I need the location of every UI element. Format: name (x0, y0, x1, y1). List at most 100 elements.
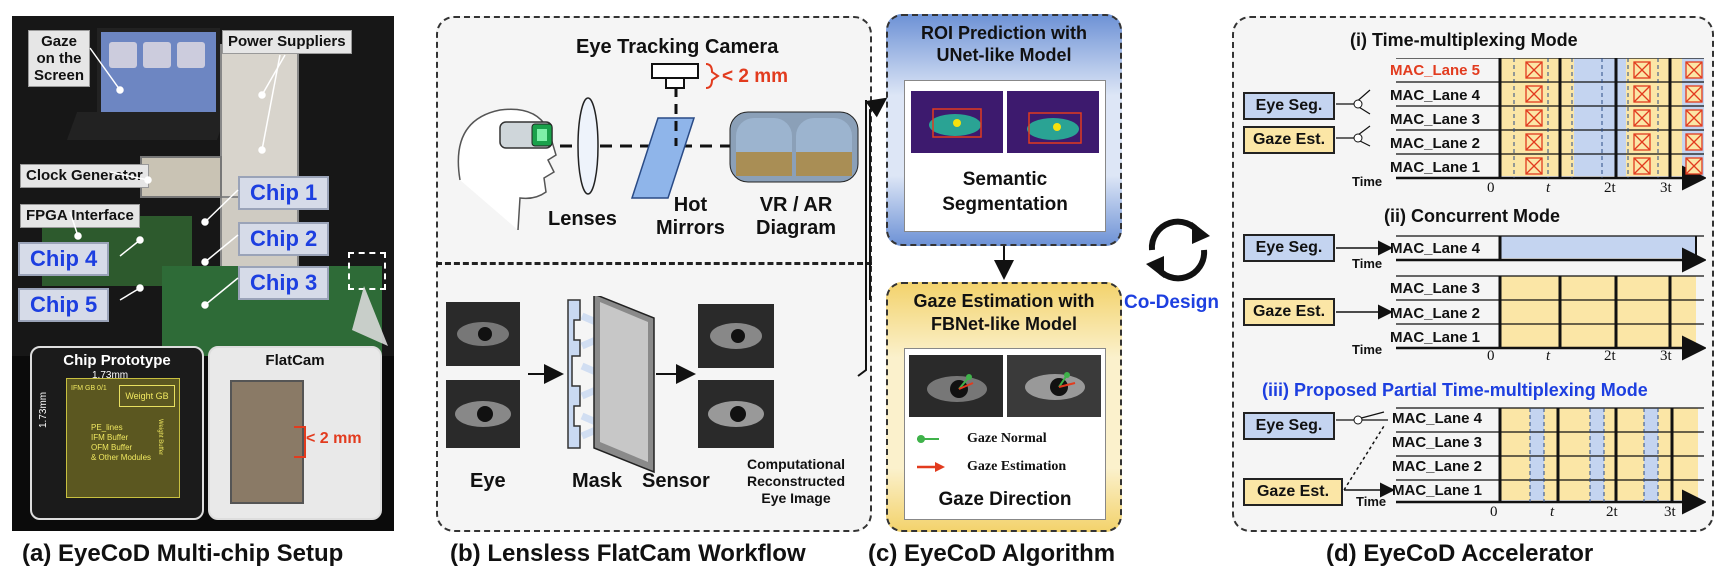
flatcam-size-bracket (294, 426, 306, 458)
chip-prototype-title: Chip Prototype (63, 352, 171, 369)
weight-gb-block: Weight GB (119, 385, 175, 407)
label-gaze-on-screen: Gaze on the Screen (28, 30, 91, 87)
mode1-tick-3: 3t (1660, 180, 1672, 196)
mode2-lane-2: MAC_Lane 2 (1390, 305, 1481, 322)
flatcam-device (230, 380, 304, 504)
lenses-label: Lenses (548, 208, 617, 230)
mode2-tick-1: t (1546, 348, 1551, 364)
mode2-lane-4: MAC_Lane 4 (1390, 240, 1481, 257)
monitor-screen (97, 28, 220, 116)
mode3-gaze-est: Gaze Est. (1243, 478, 1343, 506)
mode3-tick-1: t (1550, 504, 1555, 520)
mode1-tick-0: 0 (1487, 180, 1495, 196)
codesign-label: Co-Design (1124, 292, 1219, 313)
codesign-cycle-icon (1146, 218, 1210, 282)
algo-arrows (865, 97, 1014, 300)
chip-1-label: Chip 1 (238, 176, 330, 210)
mode3-time: Time (1356, 494, 1387, 509)
setup-leader-lines (69, 47, 388, 346)
flatcam-to-algo-line (857, 100, 867, 377)
mask-label: Mask (572, 470, 623, 492)
vrar-diagram-label: VR / AR Diagram (756, 194, 837, 239)
mode1-lane-4: MAC_Lane 4 (1390, 87, 1481, 104)
eye-label: Eye (470, 470, 506, 492)
mode1-tick-1: t (1546, 180, 1551, 196)
mode1-lane-1: MAC_Lane 1 (1390, 159, 1481, 176)
chip-4-label: Chip 4 (18, 242, 110, 276)
caption-d: (d) EyeCoD Accelerator (1326, 540, 1594, 567)
camera-size-label: < 2 mm (722, 66, 789, 87)
mode2-time-1: Time (1352, 256, 1383, 271)
label-power-suppliers: Power Suppliers (222, 30, 352, 54)
flatcam-title: FlatCam (265, 352, 325, 369)
chip-2-label: Chip 2 (238, 222, 330, 256)
camera-title: Eye Tracking Camera (576, 36, 779, 58)
segmentation-card: Semantic Segmentation (904, 80, 1106, 232)
mode1-lane-2: MAC_Lane 2 (1390, 135, 1481, 152)
gaze-card: Gaze Normal Gaze Estimation Gaze Directi… (904, 348, 1106, 520)
segmentation-maps (911, 91, 1099, 153)
gaze-direction-label: Gaze Direction (938, 489, 1072, 510)
mode1-title: (i) Time-multiplexing Mode (1350, 30, 1578, 50)
mode3-eye-seg: Eye Seg. (1243, 412, 1335, 440)
workflow-divider (436, 262, 872, 265)
recon-label: Computational Reconstructed Eye Image (746, 456, 846, 506)
chip-5-label: Chip 5 (18, 288, 110, 322)
multichip-setup-photo: Gaze on the Screen Power Suppliers Clock… (12, 16, 394, 531)
mode2-gaze-est: Gaze Est. (1243, 298, 1335, 326)
sensor-label: Sensor (642, 470, 710, 492)
roi-title: ROI Prediction with UNet-like Model (920, 23, 1087, 65)
mode2-tick-3: 3t (1660, 348, 1672, 364)
mode3-timeline (1336, 407, 1706, 515)
vr-optics-diagram (457, 63, 859, 231)
mode2-timeline (1336, 235, 1706, 361)
legend-gaze-estimation: Gaze Estimation (967, 459, 1067, 474)
mode3-lane-3: MAC_Lane 3 (1392, 434, 1483, 451)
mode1-timeline (1336, 58, 1706, 191)
flatcam-inset: FlatCam < 2 mm (208, 346, 382, 520)
mode3-lane-1: MAC_Lane 1 (1392, 482, 1483, 499)
mode2-lane-1: MAC_Lane 1 (1390, 329, 1481, 346)
weight-buffer-block: Weight Buffer (157, 419, 163, 456)
gaze-images (909, 355, 1101, 417)
gaze-estimation-box: Gaze Estimation with FBNet-like Model Ga… (886, 282, 1122, 532)
mode3-tick-0: 0 (1490, 504, 1498, 520)
gaze-title: Gaze Estimation with FBNet-like Model (913, 291, 1095, 334)
chip-dim-horizontal: 1.73mm (92, 370, 129, 381)
caption-b: (b) Lensless FlatCam Workflow (450, 540, 806, 567)
chip-3-label: Chip 3 (238, 266, 330, 300)
label-fpga-interface: FPGA Interface (20, 204, 140, 228)
caption-a: (a) EyeCoD Multi-chip Setup (22, 540, 344, 567)
roi-prediction-box: ROI Prediction with UNet-like Model Sema… (886, 14, 1122, 246)
mode3-tick-2: 2t (1606, 504, 1618, 520)
mode1-lane-3: MAC_Lane 3 (1390, 111, 1481, 128)
mode1-gaze-est: Gaze Est. (1243, 126, 1335, 154)
caption-c: (c) EyeCoD Algorithm (868, 540, 1116, 567)
gaze-legend-markers (917, 435, 945, 472)
mode1-time: Time (1352, 174, 1383, 189)
mode2-tick-2: 2t (1604, 348, 1616, 364)
mode2-title: (ii) Concurrent Mode (1384, 206, 1560, 226)
mode3-lane-2: MAC_Lane 2 (1392, 458, 1483, 475)
mode3-tick-3: 3t (1664, 504, 1676, 520)
mode2-tick-0: 0 (1487, 348, 1495, 364)
ifm-gb-block: IFM GB 0/1 (71, 385, 107, 392)
flatcam-size-label: < 2 mm (306, 430, 362, 447)
mode1-tick-2: 2t (1604, 180, 1616, 196)
hot-mirrors-label: Hot Mirrors (656, 194, 725, 239)
mode1-lane-5: MAC_Lane 5 (1390, 62, 1481, 79)
legend-gaze-normal: Gaze Normal (967, 431, 1047, 446)
mode2-eye-seg: Eye Seg. (1243, 234, 1335, 262)
mode1-eye-seg: Eye Seg. (1243, 92, 1335, 120)
chip-prototype-inset: Chip Prototype Weight GB IFM GB 0/1 PE_l… (30, 346, 204, 520)
segmentation-label: Semantic Segmentation (942, 169, 1068, 215)
flatcam-highlight (348, 252, 386, 290)
flatcam-pipeline-diagram (446, 296, 774, 474)
chip-die: Weight GB IFM GB 0/1 PE_lines IFM Buffer… (66, 378, 180, 498)
mode3-lane-4: MAC_Lane 4 (1392, 410, 1483, 427)
chip-block-list: PE_lines IFM Buffer OFM Buffer & Other M… (91, 423, 152, 462)
mode2-lane-3: MAC_Lane 3 (1390, 280, 1481, 297)
clock-generator-device (140, 156, 222, 198)
mode3-title: (iii) Proposed Partial Time-multiplexing… (1262, 380, 1648, 400)
mode2-time-2: Time (1352, 342, 1383, 357)
